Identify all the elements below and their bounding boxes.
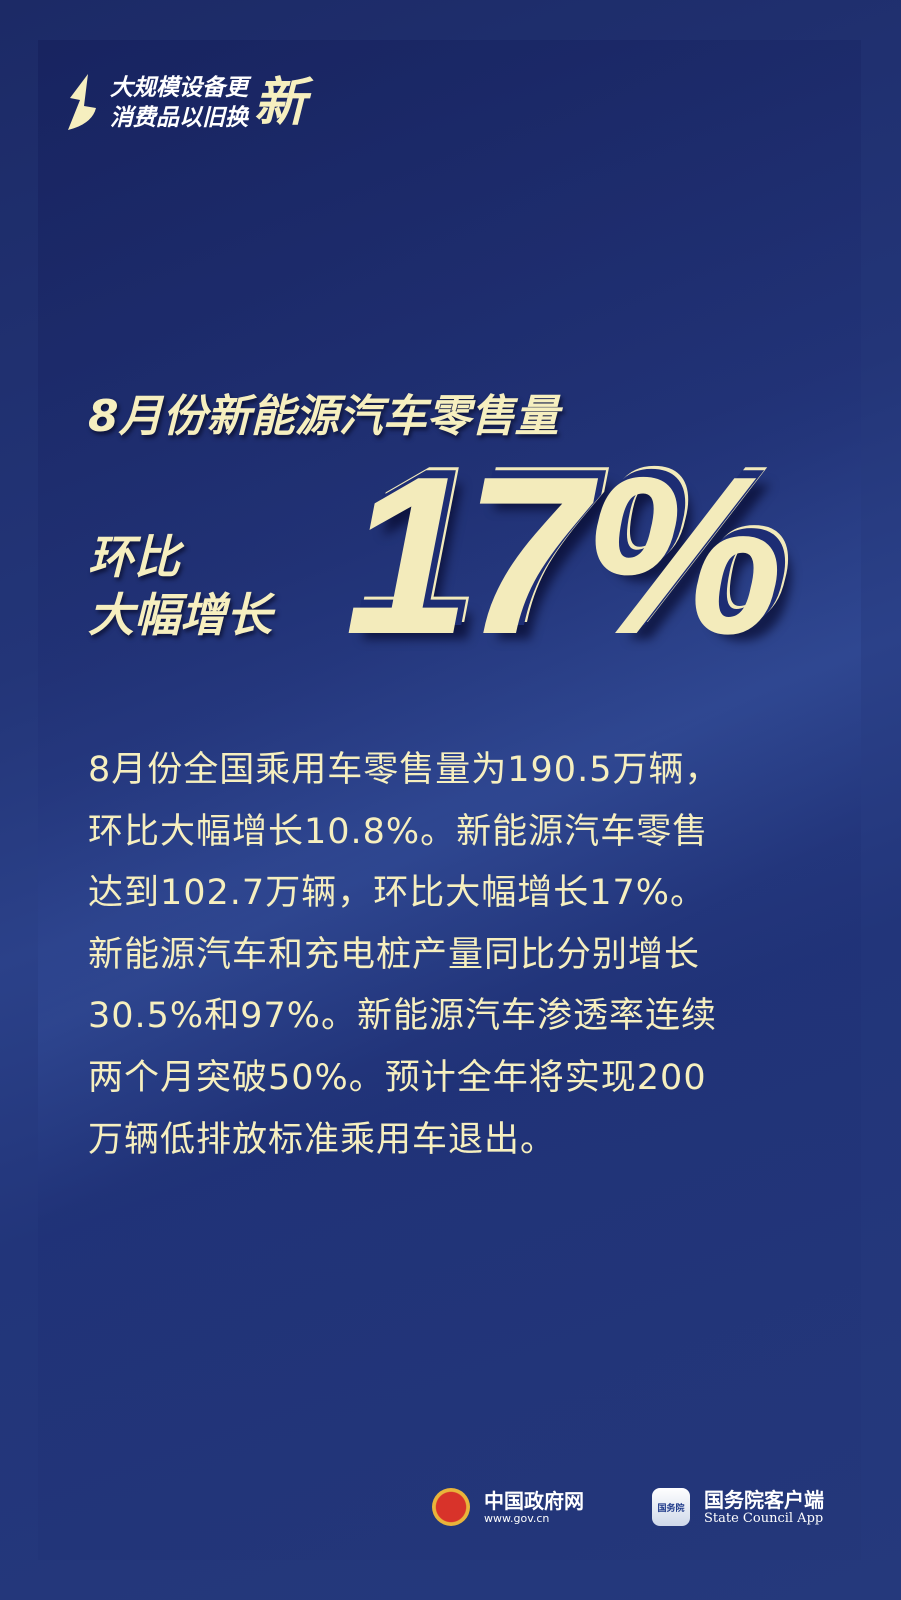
app-en-name: State Council App bbox=[704, 1510, 824, 1526]
subhead-line1: 环比 bbox=[88, 530, 180, 584]
gov-url: www.gov.cn bbox=[484, 1511, 550, 1525]
body-line: 万辆低排放标准乘用车退出。 bbox=[88, 1119, 557, 1160]
subhead: 环比 大幅增长 bbox=[88, 528, 272, 644]
body-line: 8月份全国乘用车零售量为190.5万辆， bbox=[88, 750, 721, 790]
national-emblem-icon bbox=[432, 1488, 470, 1526]
flame-logo-icon bbox=[68, 74, 96, 130]
gov-site-link[interactable]: 中国政府网 www.gov.cn bbox=[484, 1490, 584, 1525]
body-line: 30.5%和97%。新能源汽车渗透率连续 bbox=[88, 996, 717, 1037]
footer: 中国政府网 www.gov.cn 国务院 国务院客户端 State Counci… bbox=[432, 1488, 824, 1526]
subhead-line2: 大幅增长 bbox=[88, 588, 272, 642]
body-text: 8月份全国乘用车零售量为190.5万辆， 环比大幅增长10.8%。新能源汽车零售… bbox=[88, 740, 828, 1171]
logo-big-char: 新 bbox=[254, 73, 307, 133]
body-line: 两个月突破50%。预计全年将实现200 bbox=[88, 1057, 707, 1098]
logo-line1: 大规模设备更 bbox=[110, 75, 248, 101]
gov-name: 中国政府网 bbox=[484, 1488, 584, 1513]
state-council-app-icon: 国务院 bbox=[652, 1488, 690, 1526]
logo-line2: 消费品以旧换 bbox=[110, 105, 248, 131]
big-number: 17% bbox=[345, 429, 783, 681]
campaign-logo: 大规模设备更 消费品以旧换 新 bbox=[62, 72, 306, 134]
app-link[interactable]: 国务院客户端 State Council App bbox=[704, 1489, 824, 1526]
app-name: 国务院客户端 bbox=[704, 1487, 824, 1512]
body-line: 环比大幅增长10.8%。新能源汽车零售 bbox=[88, 811, 709, 852]
background-frame bbox=[38, 40, 861, 1560]
headline: 8月份新能源汽车零售量 bbox=[88, 391, 559, 442]
body-line: 达到102.7万辆，环比大幅增长17%。 bbox=[88, 873, 706, 914]
body-line: 新能源汽车和充电桩产量同比分别增长 bbox=[88, 934, 701, 975]
